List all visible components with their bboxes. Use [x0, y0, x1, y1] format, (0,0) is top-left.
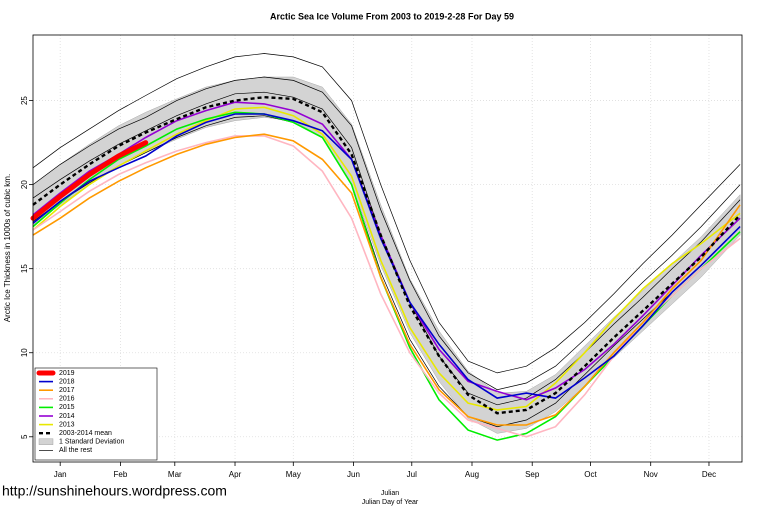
y-tick-label: 15 [20, 264, 29, 273]
chart-title: Arctic Sea Ice Volume From 2003 to 2019-… [270, 11, 514, 21]
legend-label: 2003-2014 mean [59, 430, 112, 437]
x-tick-label: Feb [114, 470, 128, 479]
x-tick-label: Jan [54, 470, 67, 479]
legend-label: 2014 [59, 413, 75, 420]
x-tick-label: Jul [407, 470, 417, 479]
legend-box [34, 367, 158, 461]
other-year-line [32, 115, 741, 428]
legend-label: 2019 [59, 370, 75, 377]
x-tick-label: Aug [465, 470, 479, 479]
plot-frame [32, 34, 743, 463]
other-year-line [32, 76, 741, 391]
y-tick-label: 20 [20, 180, 29, 189]
series-line [32, 106, 741, 411]
series-line [32, 113, 741, 399]
series-line [32, 95, 741, 415]
y-tick-label: 5 [20, 434, 29, 439]
y-axis-label: Arctic Ice Thickness in 1000s of cubic k… [3, 174, 12, 322]
x-tick-label: Jun [347, 470, 360, 479]
series-line [30, 140, 149, 221]
x-tick-label: Oct [584, 470, 597, 479]
x-tick-label: Apr [229, 470, 242, 479]
x-tick-label: May [286, 470, 301, 479]
x-axis-label: Julian [381, 490, 399, 497]
legend-label: 2018 [59, 378, 75, 385]
series-line [32, 133, 741, 426]
sd-band [32, 76, 741, 434]
legend-swatch [38, 438, 54, 445]
x-axis-label: Julian Day of Year [362, 499, 419, 506]
x-tick-label: Mar [168, 470, 182, 479]
x-tick-label: Sep [525, 470, 540, 479]
legend-label: 1 Standard Deviation [59, 439, 124, 446]
legend-label: 2017 [59, 387, 75, 394]
other-year-line [32, 53, 741, 374]
legend-label: 2013 [59, 421, 75, 428]
legend-label: All the rest [59, 447, 92, 454]
legend-label: 2015 [59, 404, 75, 411]
y-tick-label: 10 [20, 348, 29, 357]
source-note: http://sunshinehours.wordpress.com [2, 483, 227, 499]
y-tick-label: 25 [20, 96, 29, 105]
x-tick-label: Nov [644, 470, 658, 479]
legend-label: 2016 [59, 396, 75, 403]
x-tick-label: Dec [702, 470, 716, 479]
